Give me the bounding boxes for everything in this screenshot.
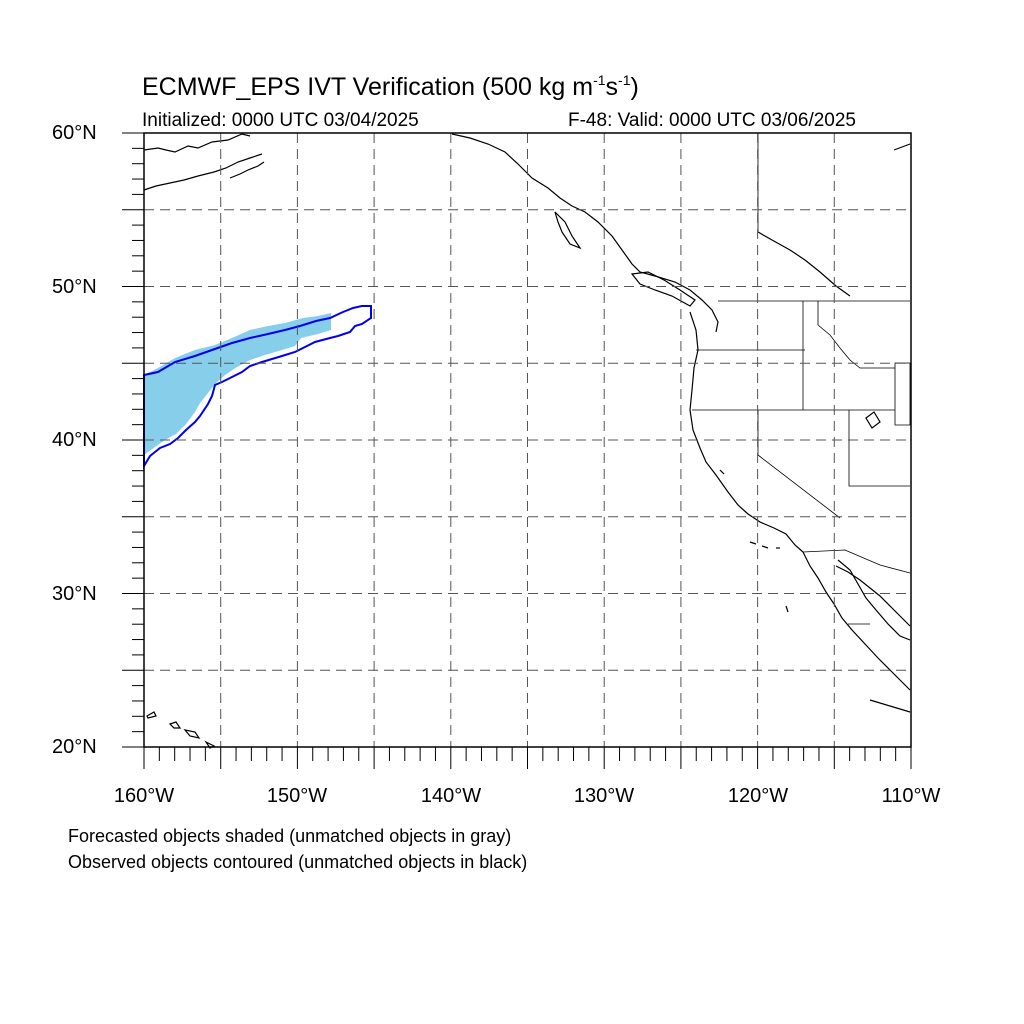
lat-label-60n: 60°N (52, 122, 97, 144)
map-frame (143, 132, 912, 748)
lat-label-40n: 40°N (52, 429, 97, 451)
lat-label-50n: 50°N (52, 276, 97, 298)
lon-label-110w: 110°W (881, 785, 941, 807)
valid-time: F-48: Valid: 0000 UTC 03/06/2025 (568, 110, 856, 131)
lon-label-140w: 140°W (420, 785, 482, 807)
forecast-object-shaded (144, 313, 331, 455)
legend-forecast-note: Forecasted objects shaded (unmatched obj… (68, 826, 512, 846)
observed-object-contour (143, 305, 372, 470)
lon-label-120w: 120°W (727, 785, 789, 807)
map-title: ECMWF_EPS IVT Verification (500 kg m-1s-… (142, 72, 639, 101)
lon-label-130w: 130°W (573, 785, 635, 807)
lon-label-150w: 150°W (266, 785, 328, 807)
lon-label-160w: 160°W (113, 785, 175, 807)
initialized-time: Initialized: 0000 UTC 03/04/2025 (142, 110, 419, 131)
legend-observed-note: Observed objects contoured (unmatched ob… (68, 852, 528, 872)
lat-label-20n: 20°N (52, 736, 97, 758)
lat-label-30n: 30°N (52, 583, 97, 605)
